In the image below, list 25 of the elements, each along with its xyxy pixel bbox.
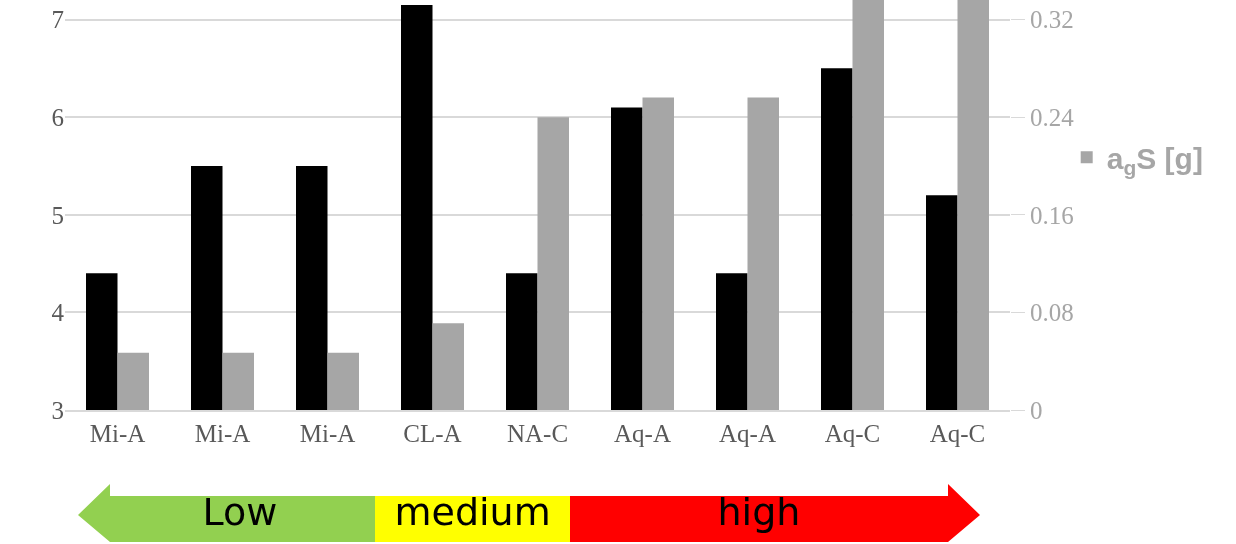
x-tick-label: NA-C — [506, 420, 569, 447]
y-tick-label: 3 — [51, 396, 64, 424]
x-tick-label: Aq-A — [614, 420, 671, 447]
bar — [537, 117, 569, 410]
x-tick-label: Aq-A — [719, 420, 776, 447]
y-tick-label: 7 — [51, 6, 64, 34]
y2-tick-label: 0.32 — [1030, 6, 1074, 34]
bar — [432, 323, 464, 410]
x-tick-label: Mi-A — [89, 420, 146, 447]
y2-tick-label: 0 — [1030, 396, 1043, 424]
x-tick-label: Mi-A — [299, 420, 356, 447]
y2-tick-label: 0.08 — [1030, 299, 1074, 327]
y-tick-label: 6 — [51, 103, 64, 131]
x-tick-label: Aq-C — [929, 420, 986, 447]
y-tick-label: 5 — [51, 201, 64, 229]
y2-tick-label: 0.24 — [1030, 103, 1075, 131]
bar — [327, 352, 359, 410]
y-tick-label: 4 — [51, 299, 65, 327]
x-tick-label: CL-A — [403, 420, 462, 447]
x-tick-label: Aq-C — [824, 420, 881, 447]
bar — [222, 352, 254, 410]
bar — [747, 97, 779, 410]
x-tick-label: Mi-A — [194, 420, 251, 447]
legend-label: a$_{g}$S [g] — [1106, 141, 1203, 180]
y2-tick-label: 0.16 — [1030, 201, 1074, 229]
